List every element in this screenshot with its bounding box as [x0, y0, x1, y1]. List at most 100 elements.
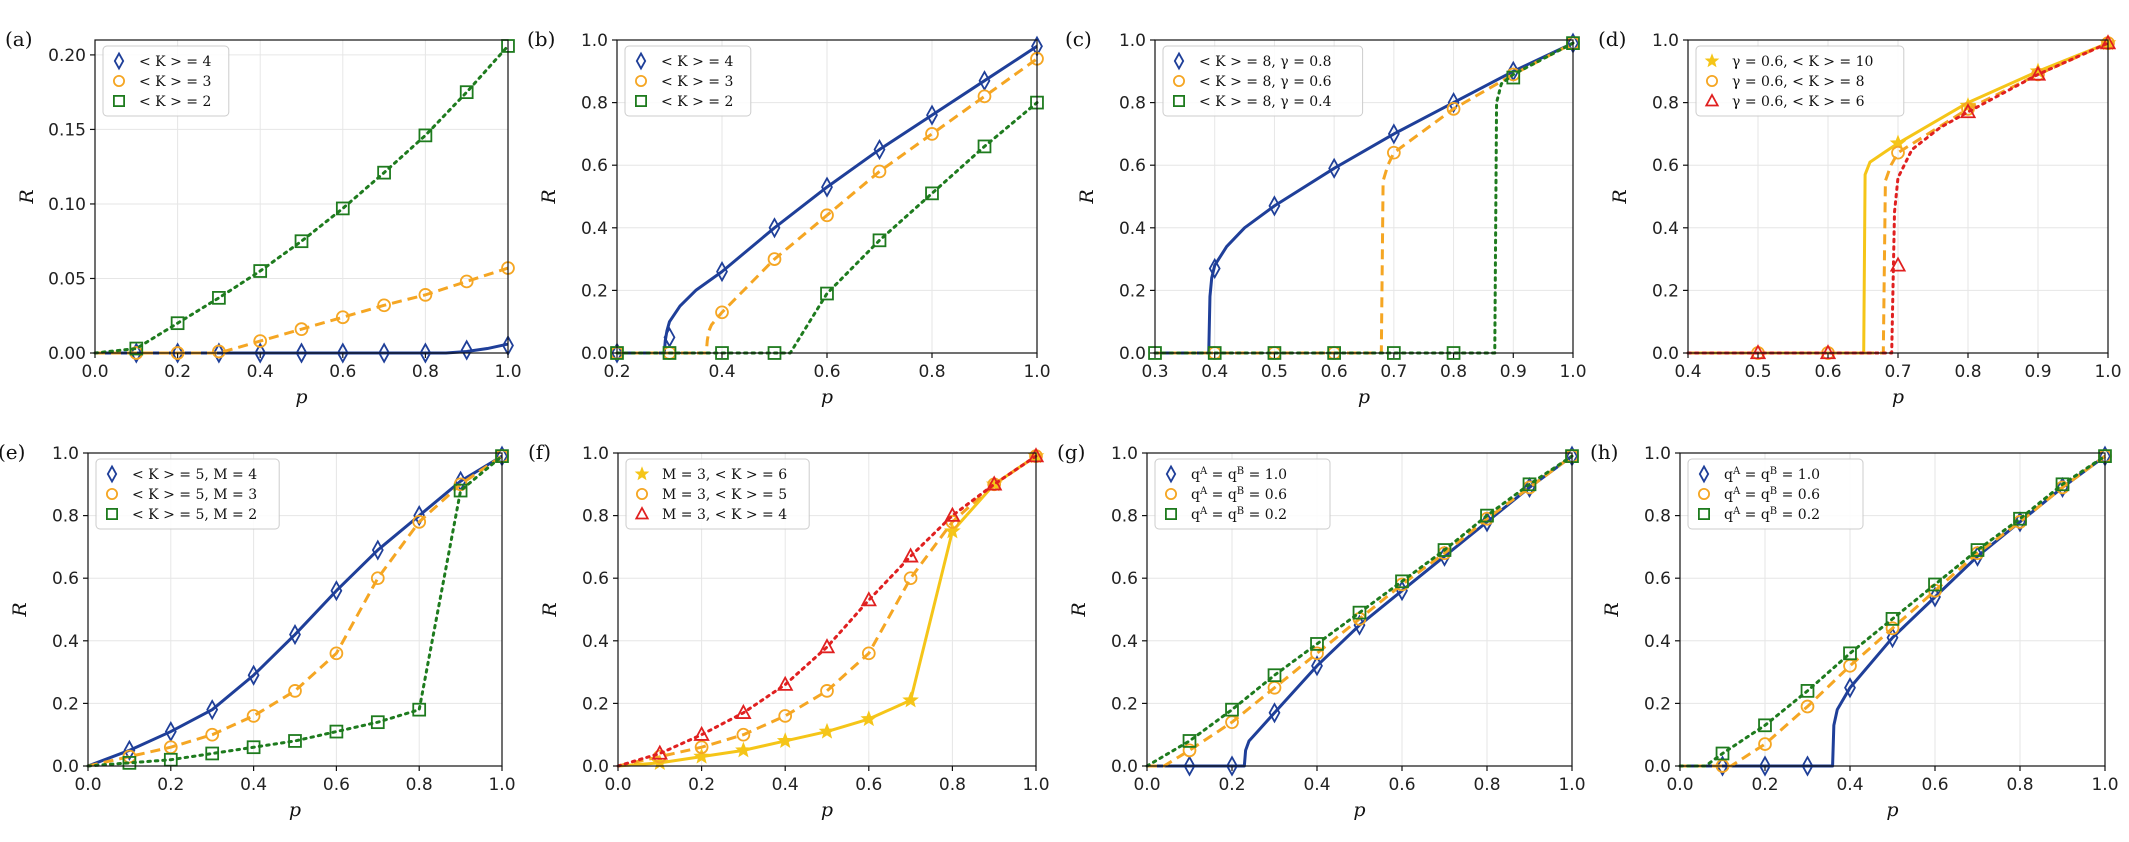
- legend-label: M = 3, < K > = 5: [662, 487, 787, 503]
- chart-panel: 0.3 0.4 0.5 0.6 0.7 0.8 0.9 1.0 0.0 0.2 0.4 0.6 0.8 1…: [1065, 27, 1587, 408]
- legend-label: qA = qB = 0.6: [1724, 486, 1820, 504]
- x-tick-label: 0.0: [1666, 775, 1693, 795]
- y-tick-label: 0.8: [52, 507, 79, 527]
- y-axis-label: R: [539, 602, 561, 617]
- y-tick-label: 0.2: [1119, 281, 1146, 301]
- x-tick-label: 0.9: [1500, 362, 1527, 382]
- data-point-circle: [778, 709, 793, 723]
- data-point-diamond: [336, 342, 349, 364]
- y-tick-label: 0.15: [48, 120, 86, 140]
- x-tick-label: 0.4: [772, 775, 799, 795]
- x-tick-label: 1.0: [488, 775, 515, 795]
- y-tick-label: 0.8: [582, 507, 609, 527]
- y-tick-label: 0.2: [581, 281, 608, 301]
- data-point-diamond: [123, 739, 136, 761]
- data-point-diamond: [106, 464, 118, 484]
- data-point-diamond: [1268, 195, 1281, 217]
- x-tick-label: 0.0: [1133, 775, 1160, 795]
- data-point-circle: [288, 684, 302, 698]
- data-point-square: [1480, 508, 1494, 523]
- data-point-diamond: [1801, 755, 1814, 777]
- data-point-star: [902, 691, 919, 708]
- data-point-circle: [736, 727, 751, 742]
- data-point-circle: [253, 334, 268, 348]
- x-tick-label: 0.6: [1388, 775, 1415, 795]
- y-tick-label: 0.0: [582, 757, 609, 777]
- y-tick-label: 0.4: [1111, 632, 1138, 652]
- legend: qA = qB = 1.0 qA = qB = 0.6 qA = qB = 0.2: [1154, 458, 1331, 530]
- data-point-circle: [106, 487, 119, 500]
- data-point-diamond: [1311, 655, 1323, 677]
- data-point-square: [872, 233, 887, 248]
- panel-label: (e): [0, 440, 25, 464]
- data-point-square: [925, 186, 939, 201]
- x-axis-label: p: [1892, 386, 1904, 408]
- y-tick-label: 0.2: [1652, 281, 1679, 301]
- data-point-circle: [767, 252, 782, 266]
- data-point-diamond: [978, 70, 991, 92]
- data-point-circle: [459, 274, 474, 289]
- chart-panel: 0.4 0.5 0.6 0.7 0.8 0.9 1.0 0.0 0.2 0.4 0.6 0.8 1.0 p…: [1598, 27, 2122, 408]
- y-tick-label: 0.2: [1644, 694, 1671, 714]
- data-point-circle: [412, 515, 427, 529]
- x-tick-label: 0.8: [1440, 362, 1467, 382]
- y-tick-label: 0.4: [1119, 219, 1146, 239]
- y-axis-label: R: [9, 602, 31, 617]
- data-point-square: [1165, 507, 1178, 520]
- x-tick-label: 0.3: [1141, 362, 1168, 382]
- y-tick-label: 0.00: [48, 344, 86, 364]
- data-point-square: [1885, 612, 1900, 626]
- data-point-diamond: [1886, 627, 1899, 649]
- legend-label: < K > = 4: [139, 54, 211, 70]
- legend: < K > = 4 < K > = 3 < K > = 2: [624, 45, 752, 117]
- y-tick-label: 0.6: [1644, 569, 1671, 589]
- chart-panel: 0.2 0.4 0.6 0.8 1.00.00.20.40.60.81.0pR(b)< …: [527, 27, 1051, 408]
- x-axis-label: p: [1353, 799, 1365, 821]
- y-axis-label: R: [1068, 602, 1090, 617]
- data-point-square: [294, 234, 309, 249]
- legend-box: [625, 458, 810, 530]
- data-point-triangle: [818, 638, 836, 654]
- legend: γ = 0.6, < K > = 10 γ = 0.6, < K > = 8 γ =…: [1695, 45, 1905, 117]
- y-tick-label: 0.8: [1644, 507, 1671, 527]
- legend-label: γ = 0.6, < K > = 8: [1732, 74, 1865, 90]
- x-axis-label: p: [821, 386, 833, 408]
- data-point-triangle: [1749, 344, 1767, 360]
- data-point-triangle: [902, 547, 919, 563]
- data-point-triangle: [777, 675, 794, 691]
- y-tick-label: 0.8: [1652, 94, 1679, 114]
- data-point-triangle: [651, 744, 668, 760]
- legend: M = 3, < K > = 6 M = 3, < K > = 5 M = 3, <…: [625, 458, 810, 530]
- data-point-diamond: [1173, 51, 1185, 71]
- data-point-diamond: [1481, 511, 1493, 533]
- data-point-circle: [820, 684, 834, 698]
- data-point-diamond: [1387, 123, 1400, 145]
- y-tick-label: 0.2: [582, 694, 609, 714]
- data-point-square: [459, 85, 474, 100]
- x-tick-label: 1.0: [1559, 362, 1586, 382]
- data-point-star: [735, 741, 752, 758]
- data-point-circle: [872, 164, 887, 179]
- x-tick-label: 0.8: [918, 362, 945, 382]
- legend-label: < K > = 5, M = 4: [132, 467, 257, 483]
- data-point-diamond: [206, 699, 219, 721]
- data-point-square: [205, 746, 220, 761]
- x-tick-label: 0.6: [323, 775, 350, 795]
- y-tick-label: 0.8: [581, 94, 608, 114]
- y-tick-label: 1.0: [581, 31, 608, 51]
- x-tick-label: 0.8: [1473, 775, 1500, 795]
- data-point-diamond: [1268, 702, 1281, 724]
- plot-frame: [1146, 452, 1573, 767]
- data-point-diamond: [419, 342, 432, 364]
- data-point-diamond: [1447, 92, 1460, 114]
- x-tick-label: 0.8: [412, 362, 439, 382]
- plot-frame: [1679, 452, 2106, 767]
- y-tick-label: 1.0: [1644, 444, 1671, 464]
- data-point-square: [1506, 70, 1521, 85]
- y-tick-label: 0.4: [582, 632, 609, 652]
- legend: < K > = 8, γ = 0.8 < K > = 8, γ = 0.6 < K …: [1162, 45, 1364, 117]
- data-point-triangle: [2029, 65, 2047, 81]
- data-point-diamond: [611, 342, 623, 364]
- data-point-circle: [925, 127, 939, 141]
